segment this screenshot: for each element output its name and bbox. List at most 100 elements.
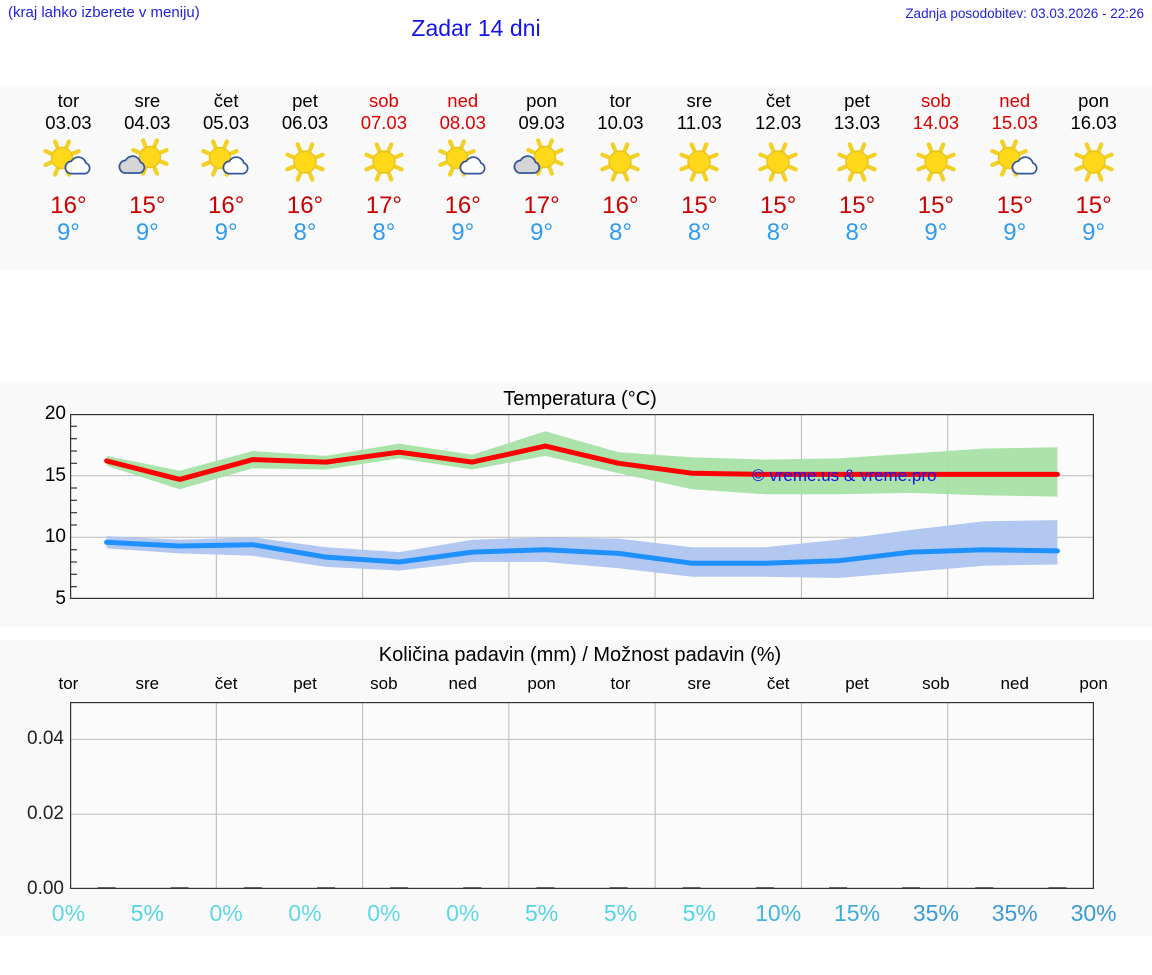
sun-cloud-icon <box>423 138 502 188</box>
temp-max-label: 15° <box>129 192 166 219</box>
day-date-label: 06.03 <box>281 112 329 133</box>
temp-max-label: 16° <box>444 192 481 219</box>
precipitation-chart-panel: Količina padavin (mm) / Možnost padavin … <box>0 640 1152 936</box>
temp-max-label: 16° <box>50 192 87 219</box>
temp-max-label: 15° <box>1075 192 1112 219</box>
day-column: tor 10.03 16° 8° <box>581 86 660 270</box>
precipitation-day-label: čet <box>766 674 790 693</box>
precipitation-day-labels: tor sre čet pet sob ned pon tor sre čet pet sob ned p… <box>0 674 1152 696</box>
sun-icon <box>581 138 660 188</box>
temp-min-label: 8° <box>845 219 869 246</box>
day-of-week-label: sre <box>134 90 161 111</box>
day-column: ned 08.03 16° 9° <box>423 86 502 270</box>
precipitation-day-label: ned <box>448 674 477 693</box>
temperature-y-tick-label: 20 <box>44 403 66 424</box>
cloud-sun-icon <box>108 138 187 188</box>
temp-min-label: 9° <box>56 219 80 246</box>
precipitation-day-label: sre <box>687 674 712 693</box>
day-of-week-label: tor <box>609 90 632 111</box>
day-of-week-label: tor <box>57 90 80 111</box>
temp-max-label: 17° <box>365 192 403 219</box>
temperature-plot-area <box>70 414 1094 599</box>
precipitation-probability-label: 0% <box>288 900 322 926</box>
menu-hint-text: (kraj lahko izberete v meniju) <box>8 4 200 21</box>
temperature-y-tick-label: 5 <box>55 588 66 609</box>
day-date-label: 11.03 <box>676 112 722 133</box>
day-date-label: 14.03 <box>912 112 960 133</box>
day-column: pet 06.03 16° 8° <box>266 86 345 270</box>
precipitation-y-tick-label: 0.04 <box>27 728 64 750</box>
precipitation-day-label: tor <box>610 674 631 693</box>
precipitation-probability-label: 30% <box>1070 900 1117 926</box>
day-date-label: 03.03 <box>45 112 92 133</box>
day-of-week-label: čet <box>765 90 791 111</box>
precipitation-day-label: pon <box>1079 674 1108 693</box>
temp-max-label: 15° <box>838 192 876 219</box>
day-date-label: 04.03 <box>124 112 171 133</box>
sun-icon <box>266 138 345 188</box>
day-date-label: 10.03 <box>597 112 644 133</box>
precipitation-plot-area <box>70 702 1094 931</box>
temp-min-label: 9° <box>924 219 948 246</box>
precipitation-probability-label: 5% <box>603 900 638 926</box>
day-date-label: 15.03 <box>991 112 1038 133</box>
sun-icon <box>896 138 975 188</box>
precipitation-day-label: sob <box>922 674 950 693</box>
temp-min-label: 9° <box>530 219 554 246</box>
precipitation-probability-label: 35% <box>912 900 959 926</box>
day-column: ned 15.03 15° 9° <box>975 86 1054 270</box>
forecast-day-strip: tor 03.03 16° 9° sre 04.03 15° 9° čet 05.03 16°… <box>0 86 1152 270</box>
sun-cloud-icon <box>187 138 266 188</box>
temp-min-label: 8° <box>687 219 711 246</box>
day-of-week-label: ned <box>447 90 479 111</box>
precipitation-probability-label: 0% <box>446 900 480 926</box>
temperature-y-tick-label: 15 <box>44 464 66 486</box>
precipitation-probability-label: 0% <box>51 900 86 926</box>
precipitation-day-label: pon <box>527 674 556 693</box>
temp-min-label: 9° <box>214 219 238 246</box>
day-of-week-label: pet <box>844 90 870 111</box>
precipitation-probability-label: 5% <box>130 900 164 926</box>
sun-icon <box>1054 138 1133 188</box>
temp-min-label: 9° <box>451 219 475 246</box>
precipitation-probability-label: 15% <box>834 900 881 926</box>
cloud-sun-icon <box>502 138 581 188</box>
precipitation-day-label: pet <box>845 674 869 693</box>
day-column: sre 11.03 15° 8° <box>660 86 739 270</box>
sun-icon <box>818 138 897 188</box>
day-date-label: 05.03 <box>203 112 250 133</box>
day-of-week-label: sre <box>686 90 713 111</box>
precipitation-probability-label: 35% <box>991 900 1038 926</box>
precipitation-y-tick-label: 0.02 <box>27 803 64 825</box>
day-of-week-label: pon <box>1078 90 1110 111</box>
day-date-label: 16.03 <box>1070 112 1117 133</box>
precipitation-day-label: sre <box>135 674 160 693</box>
page-title: Zadar 14 dni <box>411 15 541 41</box>
temp-max-label: 15° <box>996 192 1033 219</box>
day-of-week-label: sob <box>368 90 399 111</box>
precipitation-probability-label: 5% <box>682 900 716 926</box>
precipitation-day-label: čet <box>214 674 238 693</box>
temp-max-label: 15° <box>681 192 718 219</box>
precipitation-probability-label: 5% <box>524 900 559 926</box>
precipitation-day-label: tor <box>58 674 79 693</box>
temp-min-label: 9° <box>135 219 159 246</box>
temp-max-label: 16° <box>602 192 639 219</box>
day-of-week-label: sob <box>920 90 951 111</box>
day-date-label: 13.03 <box>833 112 881 133</box>
day-column: sob 07.03 17° 8° <box>344 86 423 270</box>
day-date-label: 12.03 <box>755 112 802 133</box>
day-of-week-label: pon <box>526 90 558 111</box>
day-date-label: 07.03 <box>360 112 408 133</box>
day-column: tor 03.03 16° 9° <box>29 86 108 270</box>
day-column: pon 09.03 17° 9° <box>502 86 581 270</box>
sun-icon <box>344 138 423 188</box>
day-of-week-label: pet <box>292 90 318 111</box>
temp-max-label: 16° <box>208 192 245 219</box>
precipitation-day-label: pet <box>293 674 317 693</box>
precipitation-chart-title: Količina padavin (mm) / Možnost padavin … <box>378 644 782 666</box>
temp-min-label: 9° <box>1082 219 1106 246</box>
day-column: sob 14.03 15° 9° <box>896 86 975 270</box>
precipitation-probability-label: 0% <box>367 900 401 926</box>
precipitation-probability-label: 10% <box>755 900 802 926</box>
